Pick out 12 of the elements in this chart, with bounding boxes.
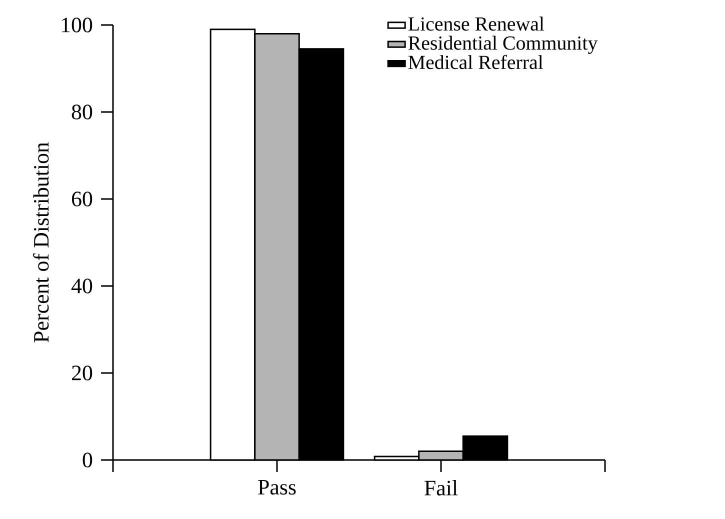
y-tick-label: 0 — [82, 452, 92, 468]
legend-label: License Renewal — [408, 16, 544, 31]
x-tick-label: Pass — [258, 480, 296, 495]
y-tick-label: 40 — [71, 278, 92, 294]
y-tick-label: 60 — [72, 192, 92, 206]
x-tick-label: Fail — [424, 480, 458, 496]
y-tick-label: 20 — [72, 366, 92, 380]
legend-label: Residential Community — [408, 36, 598, 54]
y-axis-title: Percent of Distribution — [33, 142, 49, 342]
legend-label: Medical Referral — [408, 54, 543, 70]
y-tick-label: 100 — [62, 18, 92, 32]
y-tick-label: 80 — [72, 104, 92, 120]
